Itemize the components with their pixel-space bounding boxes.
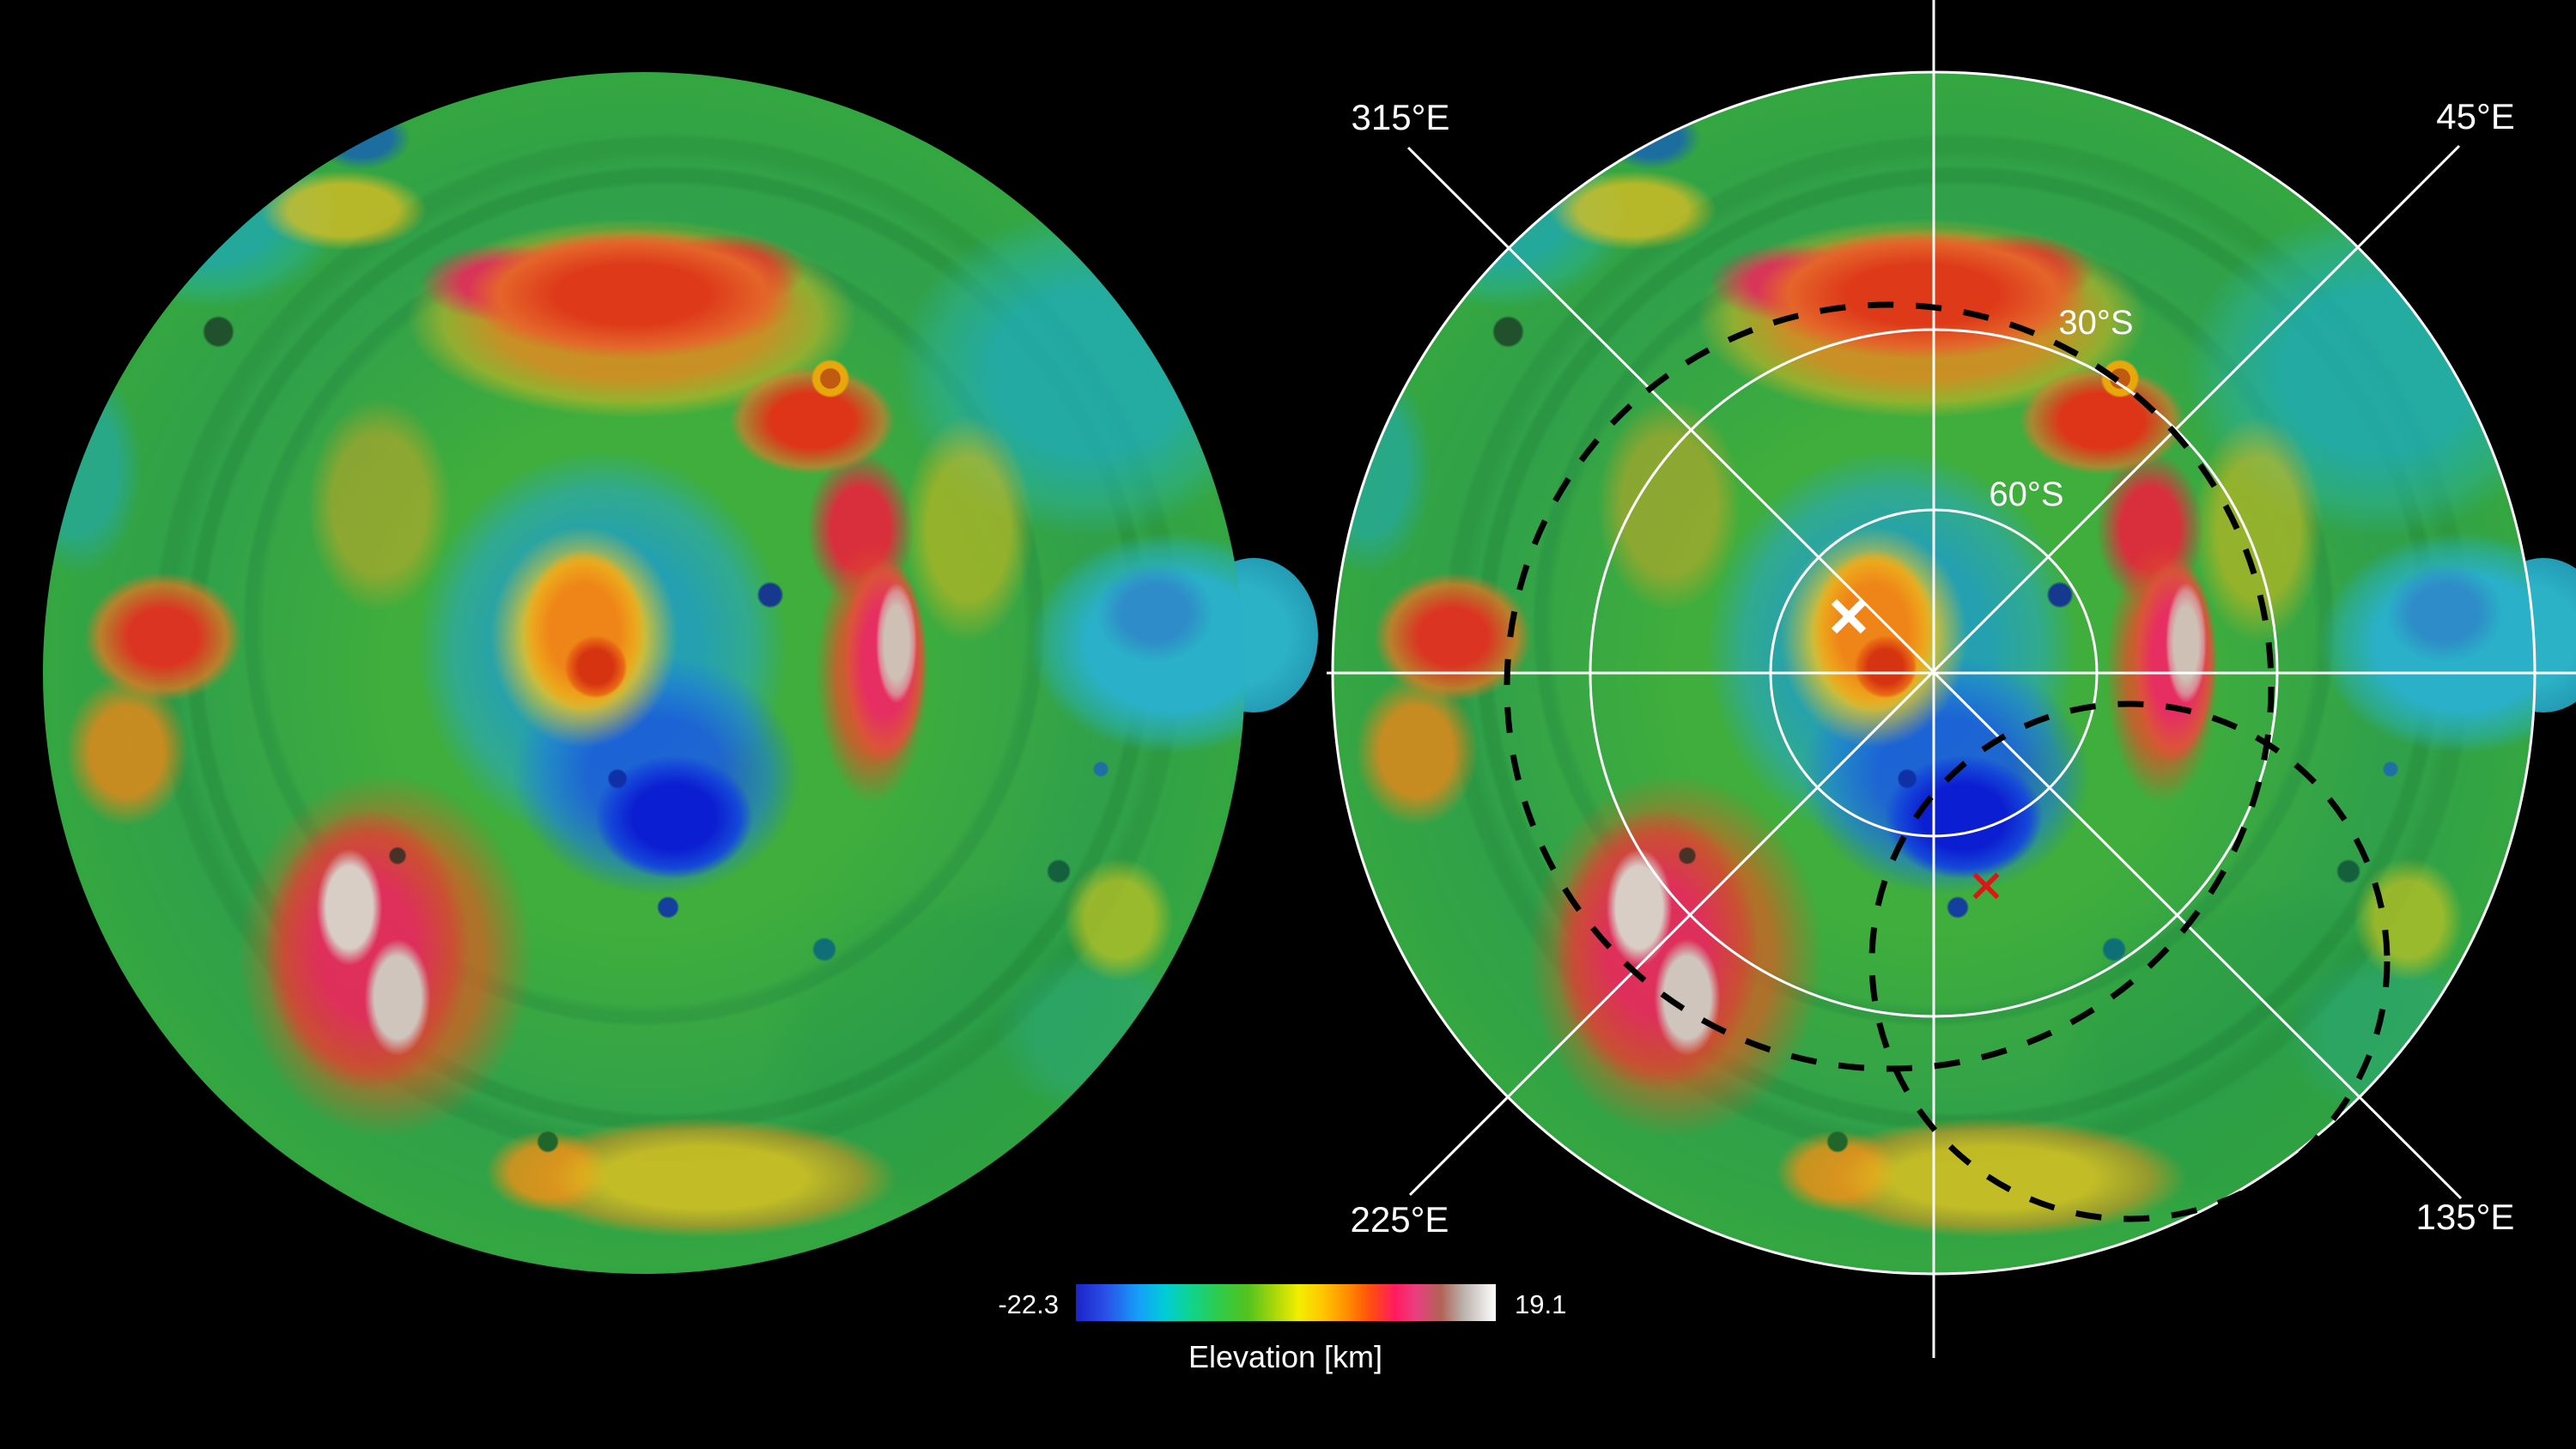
lon-label-45e: 45°E (2436, 96, 2515, 136)
graticule-lines (1327, 0, 2576, 1358)
red-x-marker (1972, 872, 2000, 900)
graticule-labels: 315°E 45°E 225°E 135°E 30°S 60°S (1351, 96, 2515, 1240)
lon-label-135e: 135°E (2416, 1197, 2515, 1237)
map-outline-circle (1331, 70, 2537, 1276)
large-basin-rim-dashed-circle (1504, 301, 2275, 1072)
latitude-circle-30s (1589, 328, 2279, 1018)
lon-label-225e: 225°E (1351, 1199, 1449, 1240)
white-x-marker (1831, 598, 1867, 634)
basin-annotations (1504, 301, 2391, 1222)
left-elevation-map-disk (43, 72, 1245, 1274)
lon-label-315e: 315°E (1352, 97, 1450, 137)
latitude-circle-60s (1769, 508, 2099, 838)
meridian-line-45-225 (1408, 144, 2461, 1197)
lat-label-60s: 60°S (1989, 476, 2063, 513)
small-basin-rim-dashed-circle (1868, 700, 2391, 1222)
lat-label-30s: 30°S (2058, 304, 2133, 342)
meridian-line-315-135 (1406, 146, 2463, 1200)
